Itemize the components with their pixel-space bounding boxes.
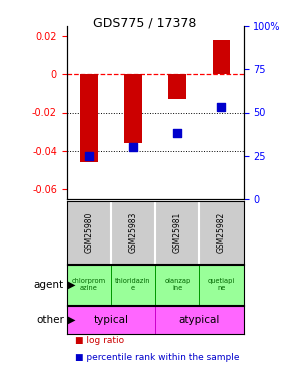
Text: quetiapi
ne: quetiapi ne <box>208 278 235 291</box>
Text: ▶: ▶ <box>68 315 76 325</box>
Point <box>86 153 91 159</box>
Text: GSM25980: GSM25980 <box>84 211 93 253</box>
Bar <box>213 40 230 74</box>
Text: other: other <box>36 315 64 325</box>
Text: GDS775 / 17378: GDS775 / 17378 <box>93 17 197 30</box>
Text: olanzap
ine: olanzap ine <box>164 278 191 291</box>
Text: typical: typical <box>93 315 128 325</box>
Bar <box>168 74 186 99</box>
Text: GSM25983: GSM25983 <box>128 211 137 253</box>
Point <box>175 130 180 136</box>
Text: ■ log ratio: ■ log ratio <box>75 336 124 345</box>
Text: GSM25982: GSM25982 <box>217 211 226 253</box>
Bar <box>155 306 244 334</box>
Bar <box>67 265 111 305</box>
Text: thioridazin
e: thioridazin e <box>115 278 151 291</box>
Text: atypical: atypical <box>179 315 220 325</box>
Bar <box>200 265 244 305</box>
Point <box>131 144 135 150</box>
Point <box>219 104 224 110</box>
Text: GSM25981: GSM25981 <box>173 211 182 253</box>
Bar <box>80 74 98 162</box>
Text: ■ percentile rank within the sample: ■ percentile rank within the sample <box>75 353 240 362</box>
Text: ▶: ▶ <box>68 280 76 290</box>
Bar <box>155 265 199 305</box>
Bar <box>124 74 142 143</box>
Bar <box>111 265 155 305</box>
Bar <box>67 306 155 334</box>
Text: chlorprom
azine: chlorprom azine <box>72 278 106 291</box>
Text: agent: agent <box>34 280 64 290</box>
